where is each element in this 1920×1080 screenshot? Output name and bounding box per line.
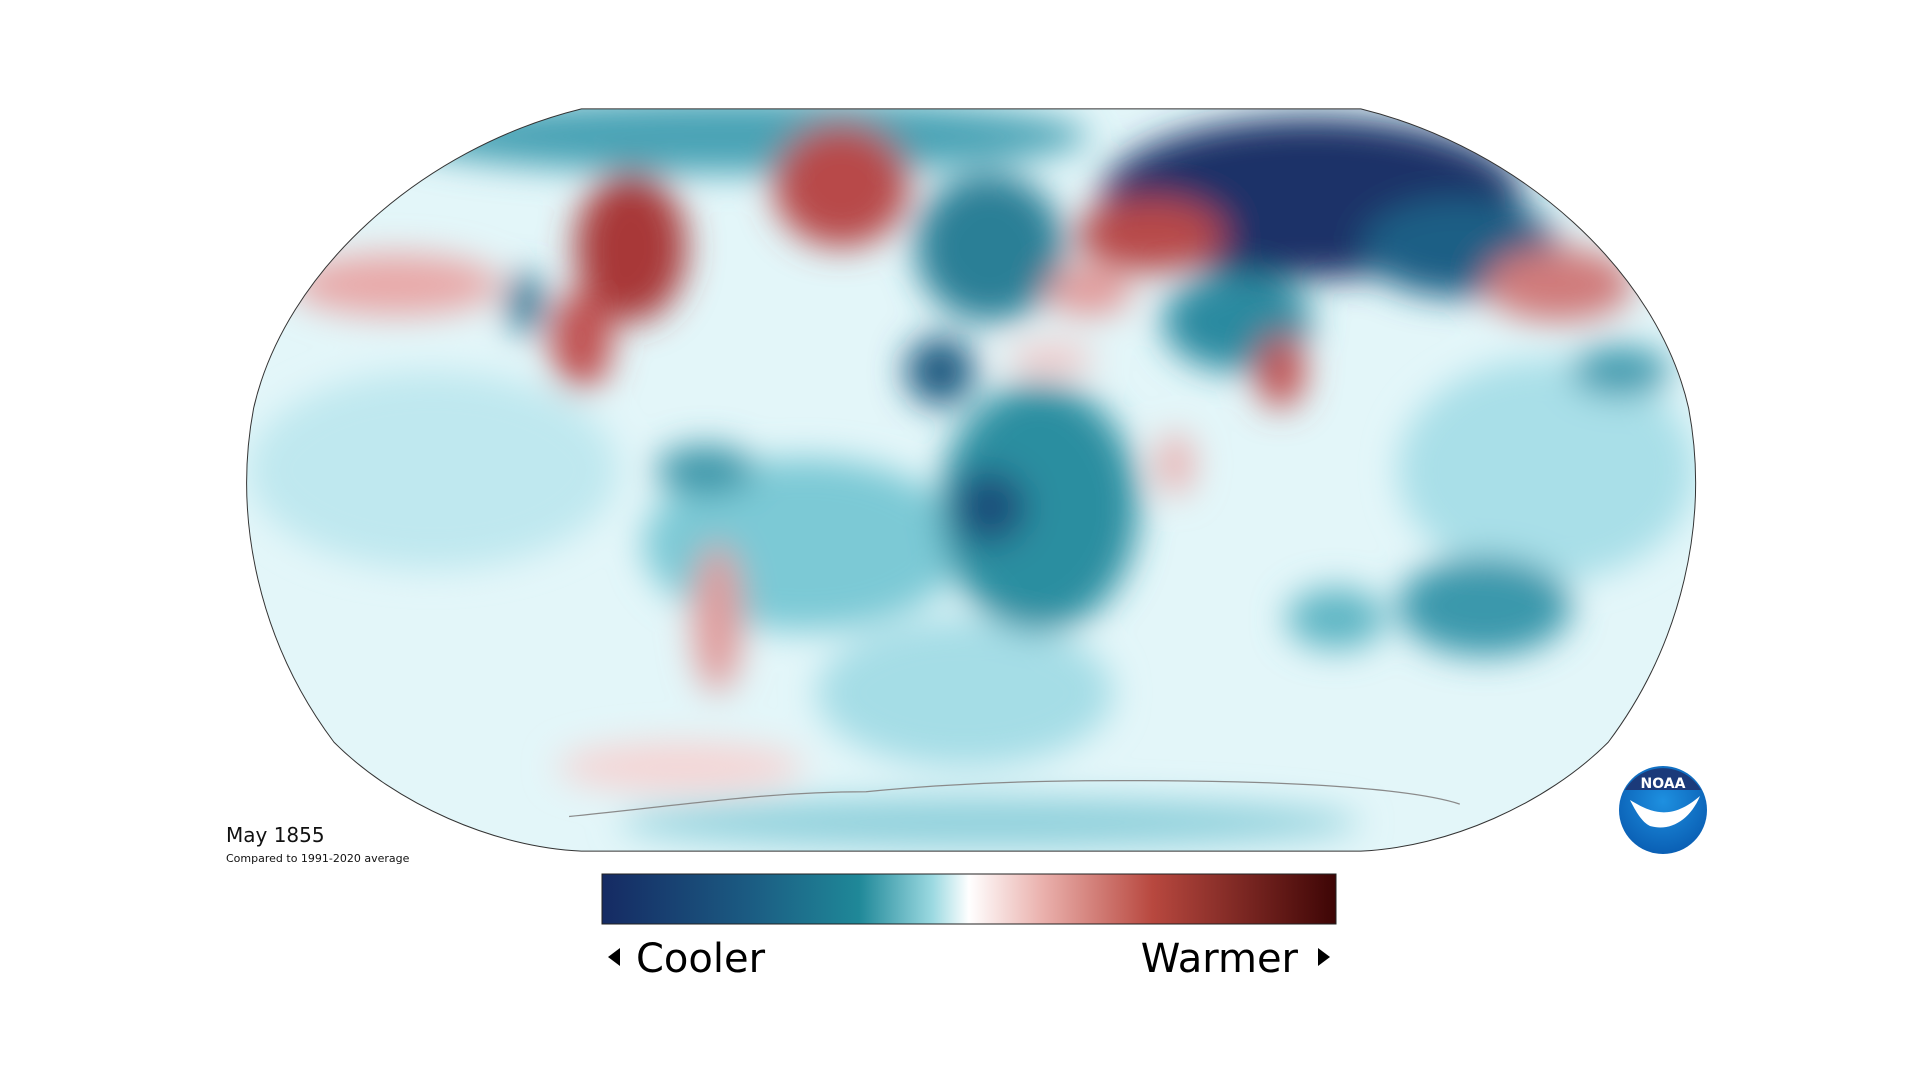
color-bar [601, 873, 1337, 925]
logo-text: NOAA [1641, 776, 1686, 792]
map [246, 108, 1696, 852]
warmer-arrow [1318, 948, 1330, 966]
warmer-label: Warmer [1141, 936, 1299, 982]
map-outline [246, 108, 1696, 852]
noaa-logo: NOAA [1619, 766, 1707, 854]
anomaly-field [246, 108, 1696, 852]
map-title: May 1855 [226, 823, 325, 847]
cooler-label: Cooler [636, 936, 766, 982]
cooler-arrow [608, 948, 620, 966]
map-subtitle: Compared to 1991-2020 average [226, 852, 410, 865]
